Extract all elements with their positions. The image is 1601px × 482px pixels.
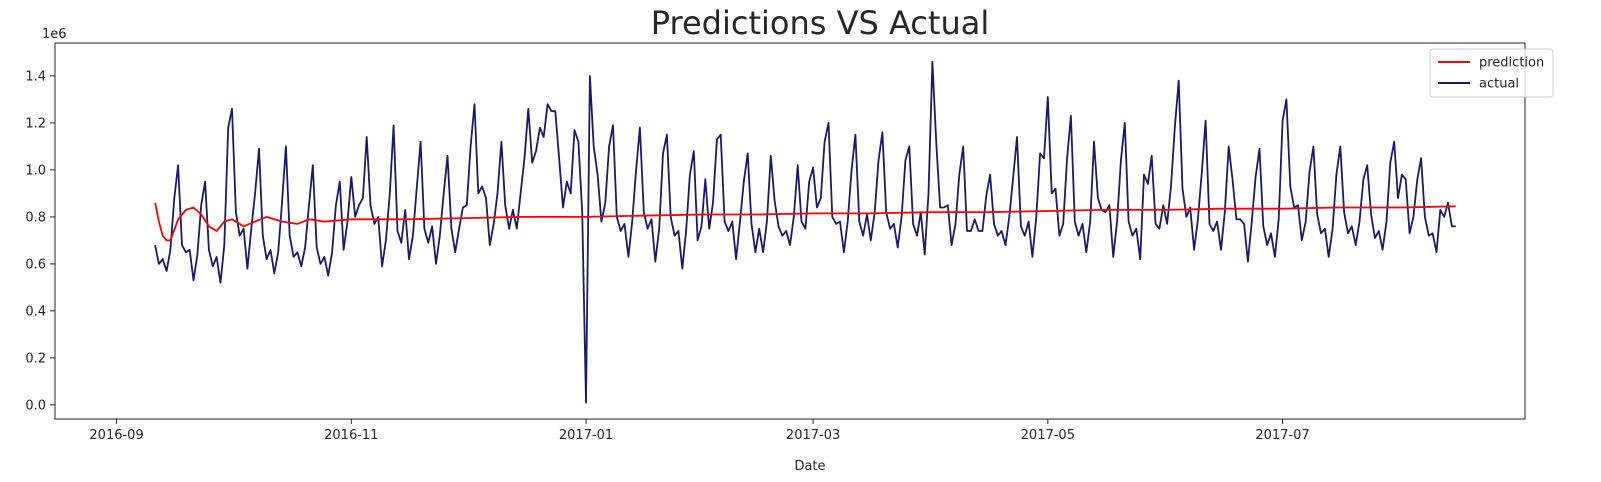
- x-tick-label: 2017-01: [559, 428, 613, 443]
- y-tick-label: 1.0: [25, 163, 46, 178]
- y-tick-label: 0.4: [25, 304, 46, 319]
- x-tick-label: 2017-03: [786, 428, 840, 443]
- y-tick-label: 0.6: [25, 257, 46, 272]
- x-axis-label: Date: [794, 459, 825, 474]
- chart-title: Predictions VS Actual: [651, 4, 989, 42]
- y-axis-ticks: 0.0 0.2 0.4 0.6 0.8 1.0 1.2 1.4: [25, 69, 55, 413]
- x-axis-ticks: 2016-09 2016-11 2017-01 2017-03 2017-05 2017-…: [89, 419, 1310, 443]
- x-tick-label: 2017-05: [1021, 428, 1075, 443]
- plot-frame: [54, 42, 1526, 420]
- y-tick-label: 1.4: [25, 69, 46, 84]
- series-line-prediction: [154, 202, 1456, 242]
- x-tick-label: 2017-07: [1255, 428, 1309, 443]
- y-tick-label: 1.2: [25, 116, 46, 131]
- series-layer: [154, 60, 1456, 404]
- series-line-actual: [154, 60, 1456, 404]
- legend-items: prediction actual: [1438, 56, 1544, 92]
- y-tick-label: 0.2: [25, 351, 46, 366]
- legend: prediction actual: [1429, 48, 1554, 98]
- y-tick-label: 0.8: [25, 210, 46, 225]
- x-tick-label: 2016-09: [89, 428, 143, 443]
- x-tick-label: 2016-11: [324, 428, 378, 443]
- plot-area: 2016-09 2016-11 2017-01 2017-03 2017-05 2017-…: [25, 42, 1526, 443]
- legend-label-prediction: prediction: [1479, 56, 1544, 71]
- y-tick-label: 0.0: [25, 398, 46, 413]
- y-axis-offset-text: 1e6: [42, 27, 67, 42]
- legend-label-actual: actual: [1479, 77, 1519, 92]
